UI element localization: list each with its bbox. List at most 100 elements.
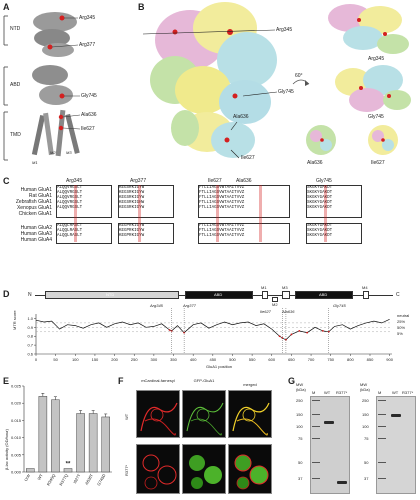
mtr-series-line [35,318,390,341]
panel-b-label: B [138,2,145,12]
domain-ntd-label: NTD [106,292,115,297]
x-tick-label: Untr [23,472,31,482]
alignment-box-arg345: ALQQVRGSLT ALQQVRGSLT ALQQVRGSLT ALQQVRG… [56,185,112,218]
b-side-ala636: Ala636 [307,160,323,166]
mw-tick: 50 [298,460,303,465]
bar [101,416,110,473]
x-tick-label: 0 [35,357,38,362]
b-side-arg345: Arg345 [368,56,385,62]
d-label-arg377: Arg377 [183,303,196,308]
alignment-row: FTLLIAGSVWTAAITVVZ [199,229,245,234]
beta-lac-bar-chart: 0.000 0.005 0.010 0.015 0.020 0.025 Untr WT R345… [11,384,112,487]
panel-c-label: C [3,176,10,186]
panel-f: mCardinal-farnesyl GFP-GluA1 merged WT R… [124,376,274,498]
highlight-column [324,185,327,242]
ladder-band [312,438,320,439]
x-tick-label: 800 [347,357,354,362]
alignment-row: KEGPRKIGYW [119,229,145,234]
ladder-band [312,462,320,463]
panel-a-label: A [3,2,10,12]
c-header-ile627: Ile627 [208,178,222,184]
alignment-row: ALQQVRGSLT [57,186,83,190]
bar [51,399,60,473]
alignment-box-m3: FTLLIAGSVWTAAITVVZ FTLLIAGSVWTAAITVVZ FT… [198,185,290,218]
mtr-xlabel: GluA1 position [206,364,233,369]
western-blot-right [376,396,416,494]
panel-f-label: F [118,376,124,386]
alignment-row: SKGKYGAKDT [307,224,333,228]
significance-marker: ** [66,462,71,468]
c-header-arg345: Arg345 [66,178,83,184]
micrograph-wt-mcardinal [136,390,180,438]
f-header-mcardinal: mCardinal-farnesyl [141,378,175,383]
domain-m3 [282,291,290,299]
alignment-row: ALQQLRASLT [57,229,83,234]
g-lane-r377-left: R377* [336,390,348,395]
domain-m1 [262,291,268,299]
x-tick-label: G745D [96,473,107,487]
alignment-row: SKGKYGAKDT [307,229,333,234]
alignment-row: KEGPRKIGYW [119,234,145,239]
x-tick-label: 600 [268,357,275,362]
f-row-wt: WT [124,413,129,420]
domain-abd1-label: ABD [214,292,223,297]
ladder-band [378,426,386,427]
x-tick-label: R377Q [58,473,69,486]
helix-label-m2: M2 [50,150,56,155]
mtr-legend-50: 50% [397,325,406,330]
d-label-arg345: Arg345 [150,303,163,308]
x-tick-label: 400 [190,357,197,362]
alignment-row: SKGKYGAKDT [307,201,333,206]
x-tick-label: 150 [92,357,99,362]
species-list-bottom: Human GluA2 Human GluA3 Human GluA4 [6,225,52,243]
bar [76,413,85,473]
x-tick-label: 900 [386,357,393,362]
g-lane-m-right: M [378,390,382,395]
panel-g: MW (kDa) MW (kDa) M WT R377* M WT R377* … [288,376,420,498]
ladder-band [378,400,386,401]
panel-b: Arg345 Gly745 Ala636 Ile627 60° Arg345 G… [135,0,420,172]
g-lane-r377-right: R377* [402,390,414,395]
mtr-intolerant-point [285,338,287,341]
x-tick-label: 100 [72,357,79,362]
y-tick-label: 0.020 [11,401,22,406]
alignment-box-arg377: KEGSRKIGYW KEGSRKIGYW KEGSRKIGYW KEGSRKI… [118,185,174,218]
alignment-row: FTLLIAGSVWTAAITVVZ [199,196,245,201]
species-name: Human GluA1 [20,187,52,193]
mw-tick: 37 [298,476,303,481]
species-name: Rat GluA1 [28,193,52,199]
alignment-row: SKGKYGAKDT [307,196,333,201]
b-side-gly745: Gly745 [368,114,384,120]
d-label-ile627: Ile627 [260,309,271,314]
x-tick-label: 500 [229,357,236,362]
g-lane-wt-right: WT [392,390,399,395]
panel-g-label: G [288,376,296,386]
x-tick-label: 50 [53,357,58,362]
micrograph-r377-gfp [182,444,226,494]
panel-c: Arg345 Arg377 Ile627 Ala636 Gly745 Human… [0,178,420,278]
g-mw-label-left: MW (kDa) [296,382,306,392]
alignment-row: KEGSRKIGYW [119,196,145,201]
y-tick-label: 0.010 [11,435,22,440]
ladder-band [378,414,386,415]
mtr-line-chart: 1.0 0.9 0.8 0.7 0.60 50 100 150 200 250 300 350 400 4… [27,308,394,362]
b-label-ala636: Ala636 [233,114,249,120]
d-label-ala636: Ala636 [282,309,295,314]
y-tick-label: 0.015 [11,418,22,423]
alignment-box-arg345-paralogs: ALQQLRASLT ALQQLRASLT ALQQLRASLT [56,223,112,244]
residue-label-gly745: Gly745 [81,93,97,99]
bar [38,396,48,473]
domain-m2 [272,297,278,302]
alignment-row: SKGKYGAKDT [307,206,333,211]
mtr-intolerant-point [278,335,281,338]
y-tick-label: 0.9 [27,325,33,330]
micrograph-r377-merged [228,444,272,494]
micrograph-wt-merged [228,390,272,438]
helix-label-m3: M3 [66,150,72,155]
residue-label-arg345: Arg345 [79,15,96,21]
bar [26,468,35,473]
alignment-row: FTLLIAGSVWTAAITVVZ [199,201,245,206]
bar [63,468,73,473]
domain-m2-label: M2 [272,302,278,307]
y-tick-label: 0.8 [27,334,33,339]
